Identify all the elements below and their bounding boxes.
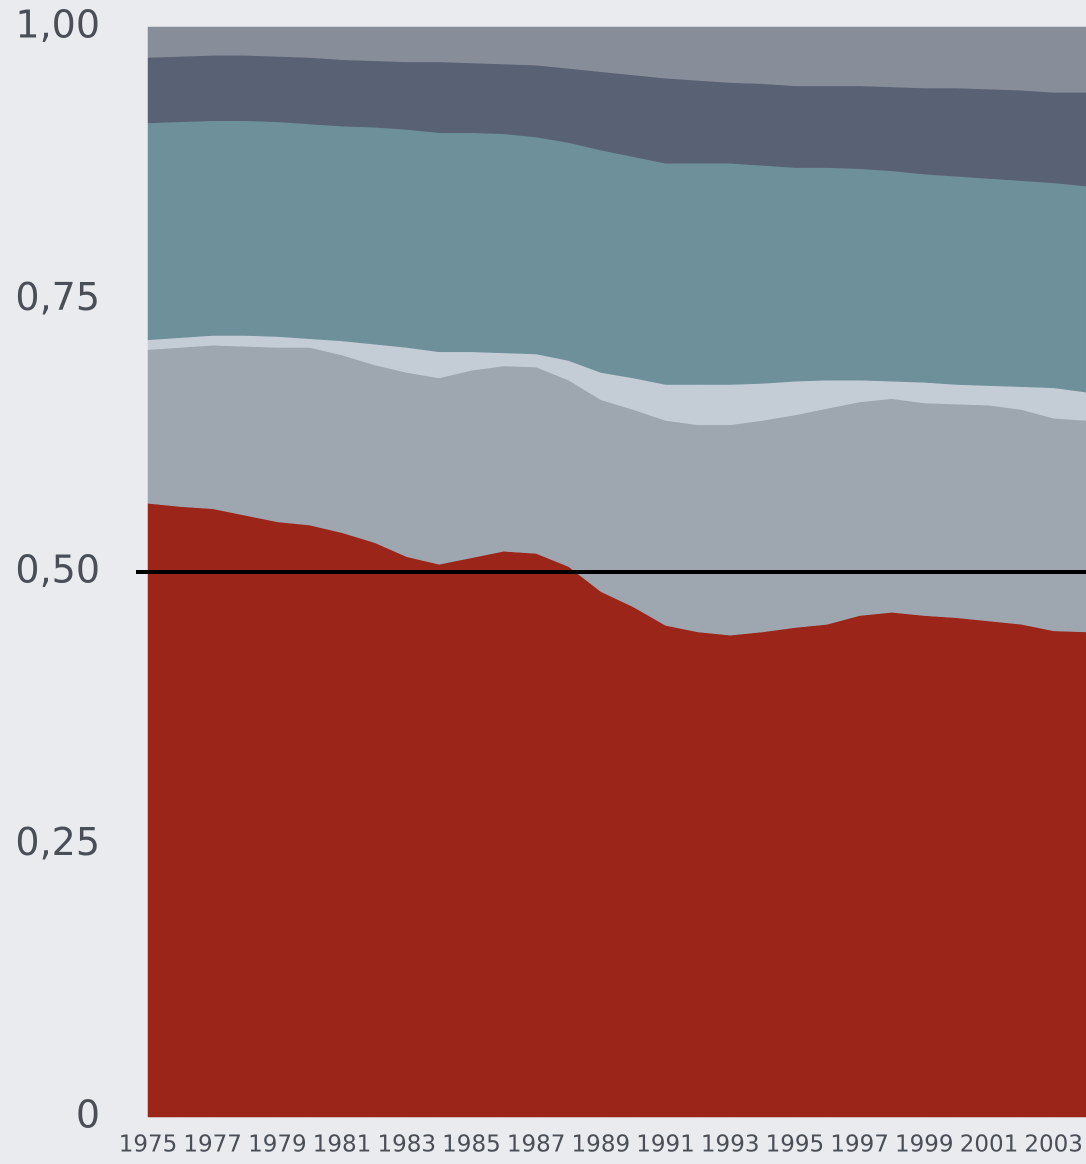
y-tick-label: 1,00 <box>15 3 100 47</box>
x-tick-label: 1983 <box>377 1132 436 1158</box>
y-tick-label: 0,50 <box>15 548 100 592</box>
y-tick-label: 0,75 <box>15 275 100 319</box>
x-tick-label: 1977 <box>183 1132 242 1158</box>
x-tick-label: 2003 <box>1024 1132 1083 1158</box>
y-tick-label: 0 <box>76 1093 100 1137</box>
x-tick-label: 1995 <box>766 1132 825 1158</box>
x-tick-label: 1989 <box>572 1132 631 1158</box>
x-tick-label: 1993 <box>701 1132 760 1158</box>
x-tick-label: 1979 <box>248 1132 307 1158</box>
x-tick-label: 1987 <box>507 1132 566 1158</box>
x-tick-label: 1981 <box>313 1132 372 1158</box>
x-tick-label: 1997 <box>830 1132 889 1158</box>
x-tick-label: 1999 <box>895 1132 954 1158</box>
x-tick-label: 1991 <box>636 1132 695 1158</box>
x-tick-label: 1975 <box>119 1132 178 1158</box>
x-tick-label: 2001 <box>960 1132 1019 1158</box>
area <box>147 26 1086 93</box>
y-tick-label: 0,25 <box>15 820 100 864</box>
x-tick-label: 1985 <box>442 1132 501 1158</box>
